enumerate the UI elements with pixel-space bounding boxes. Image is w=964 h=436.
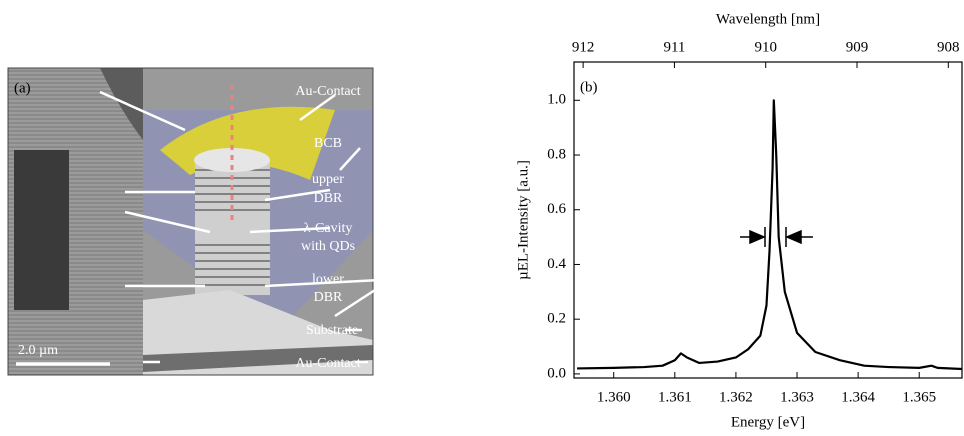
y-tick-label: 0.4 — [547, 256, 566, 272]
y-tick-label: 0.2 — [547, 311, 566, 327]
panel-a-image — [7, 67, 381, 376]
x2-tick-label: 909 — [846, 39, 869, 55]
scale-bar-label: 2.0 µm — [18, 343, 58, 358]
x-tick-label: 1.364 — [841, 389, 875, 405]
x-axis-title: Energy [eV] — [731, 414, 805, 430]
y-axis-title: µEL-Intensity [a.u.] — [515, 160, 531, 280]
y-tick-label: 0.0 — [547, 365, 566, 381]
fwhm-marker — [740, 227, 813, 247]
spectrum-line — [577, 99, 963, 371]
x2-axis-title: Wavelength [nm] — [716, 11, 820, 27]
y-tick-label: 1.0 — [547, 92, 566, 108]
x-tick-label: 1.363 — [780, 389, 814, 405]
label: Au-Contact — [295, 84, 360, 99]
label: upper — [312, 172, 344, 187]
panel-label: (a) — [14, 80, 31, 96]
plot-frame — [573, 61, 963, 379]
x2-tick-label: 912 — [572, 39, 595, 55]
x-tick-label: 1.365 — [902, 389, 936, 405]
x2-tick-label: 908 — [937, 39, 960, 55]
y-tick-label: 0.6 — [547, 201, 566, 217]
x2-tick-label: 910 — [754, 39, 777, 55]
label: lower — [312, 272, 344, 287]
label: DBR — [314, 191, 343, 206]
label: Substrate — [306, 323, 358, 338]
x-tick-label: 1.361 — [658, 389, 692, 405]
label: λ-Cavity — [304, 221, 353, 236]
x-tick-label: 1.360 — [597, 389, 631, 405]
label: Au-Contact — [295, 356, 360, 371]
label: DBR — [314, 290, 343, 305]
panel-label: (b) — [580, 79, 598, 95]
x-tick-label: 1.362 — [719, 389, 753, 405]
label: with QDs — [301, 239, 355, 254]
y-tick-label: 0.8 — [547, 146, 566, 162]
label: BCB — [314, 136, 342, 151]
x2-tick-label: 911 — [663, 39, 685, 55]
